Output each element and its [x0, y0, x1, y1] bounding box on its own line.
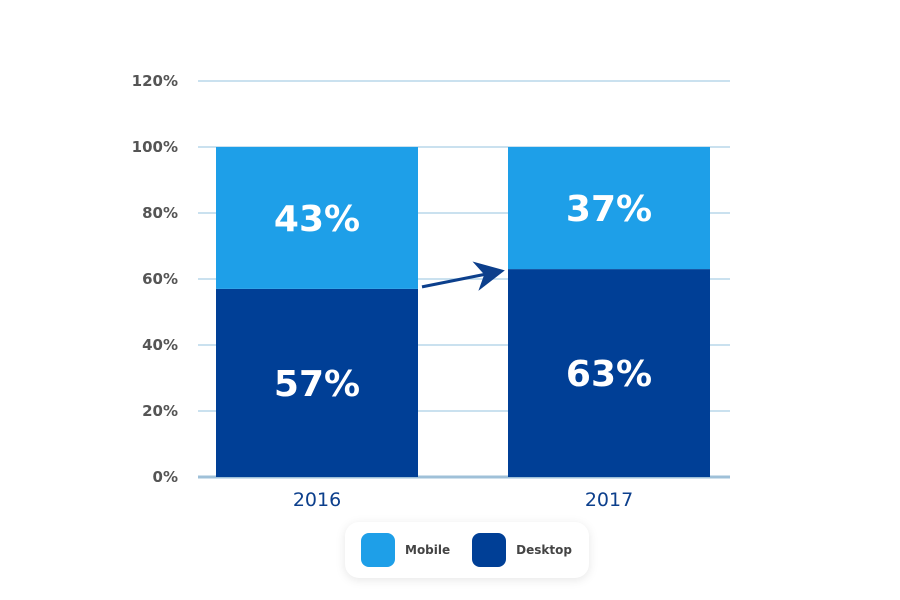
y-tick-label: 120% [132, 72, 178, 90]
legend: Mobile Desktop [345, 522, 589, 578]
y-tick-label: 20% [142, 402, 178, 420]
y-axis-ticks: 0% 20% 40% 60% 80% 100% 120% [132, 72, 178, 486]
data-label-desktop-2017: 63% [566, 354, 652, 395]
bar-mobile-2017 [508, 147, 710, 270]
data-labels: 57% 43% 63% 37% [274, 189, 652, 405]
x-axis-labels: 2016 2017 [293, 489, 633, 511]
y-tick-label: 100% [132, 138, 178, 156]
y-tick-label: 40% [142, 336, 178, 354]
legend-swatch-desktop [472, 533, 507, 567]
legend-swatch-mobile [361, 533, 395, 567]
data-label-desktop-2016: 57% [274, 364, 360, 405]
data-label-mobile-2017: 37% [566, 189, 652, 230]
bar-desktop-2017 [508, 269, 710, 477]
legend-label-desktop: Desktop [516, 543, 572, 557]
bars [216, 147, 710, 477]
legend-item-desktop: Desktop [472, 533, 572, 567]
x-category-label-2016: 2016 [293, 489, 341, 511]
bar-desktop-2016 [216, 288, 418, 477]
data-label-mobile-2016: 43% [274, 199, 360, 240]
x-category-label-2017: 2017 [585, 489, 633, 511]
growth-arrow-annotation [421, 261, 505, 291]
legend-label-mobile: Mobile [405, 543, 451, 557]
bar-mobile-2016 [216, 147, 418, 289]
y-tick-label: 0% [153, 468, 178, 486]
y-tick-label: 60% [142, 270, 178, 288]
legend-item-mobile: Mobile [361, 533, 450, 567]
y-tick-label: 80% [142, 204, 178, 222]
